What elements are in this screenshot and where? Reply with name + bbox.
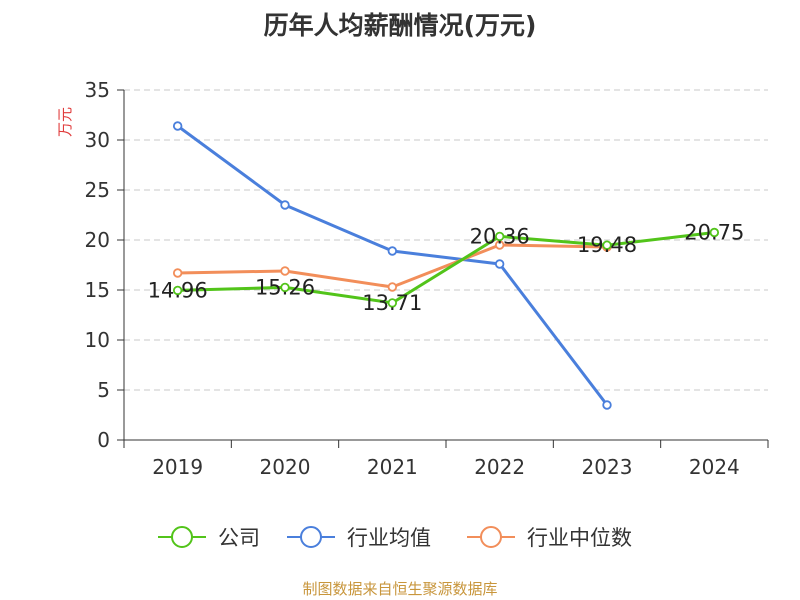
data-point [172, 268, 183, 278]
data-point [709, 227, 720, 238]
data-point [602, 240, 612, 250]
legend-marker [300, 526, 322, 548]
data-label: 19.48 [577, 233, 637, 257]
x-tick-label: 2023 [582, 455, 633, 479]
data-point [387, 282, 398, 292]
source-note: 制图数据来自恒生聚源数据库 [302, 580, 497, 598]
data-label: 14.96 [148, 278, 208, 302]
axes: 0 5 10 15 20 25 30 35 2019 2020 2021 2022 2023 2024 [85, 78, 769, 479]
legend-item[interactable]: 公司 [158, 526, 260, 550]
data-point [602, 400, 612, 410]
data-point [494, 259, 505, 269]
data-label: 13.71 [362, 291, 422, 315]
y-tick-label: 35 [85, 78, 110, 102]
data-point [494, 240, 505, 250]
legend-label: 行业中位数 [527, 526, 632, 550]
series-line [177, 231, 715, 305]
series-line [176, 124, 609, 406]
grid-lines [124, 89, 768, 391]
legend-item[interactable]: 行业均值 [287, 526, 431, 550]
y-tick-label: 30 [85, 128, 110, 152]
data-point [280, 200, 290, 210]
x-tick-label: 2021 [367, 455, 418, 479]
x-tick-label: 2022 [474, 455, 525, 479]
chart-title: 历年人均薪酬情况(万元) [264, 11, 537, 40]
data-point [387, 246, 398, 256]
y-axis-label: 万元 [56, 107, 74, 137]
y-tick-label: 15 [85, 278, 110, 302]
data-point [280, 266, 290, 276]
y-tick-label: 20 [85, 228, 110, 252]
data-label: 20.75 [684, 221, 744, 245]
y-tick-label: 5 [97, 378, 110, 402]
data-label: 15.26 [255, 275, 315, 299]
data-point [494, 231, 505, 242]
legend-marker [480, 526, 502, 548]
legend-item[interactable]: 行业中位数 [467, 526, 632, 550]
y-tick-label: 0 [97, 428, 110, 452]
legend-marker [171, 526, 193, 548]
x-tick-label: 2024 [689, 455, 740, 479]
series-lines [172, 121, 720, 410]
y-tick-label: 25 [85, 178, 110, 202]
data-point [280, 282, 290, 293]
data-label: 20.36 [470, 224, 530, 248]
y-tick-label: 10 [85, 328, 110, 352]
data-point [172, 121, 183, 131]
legend-label: 行业均值 [347, 526, 431, 550]
legend-label: 公司 [218, 526, 260, 550]
x-tick-label: 2019 [152, 455, 203, 479]
data-labels: 14.96 15.26 13.71 20.36 19.48 20.75 [148, 221, 745, 315]
x-tick-label: 2020 [260, 455, 311, 479]
legend[interactable]: 公司 行业均值 行业中位数 [158, 526, 632, 550]
data-point [387, 298, 398, 308]
data-point [172, 285, 183, 296]
